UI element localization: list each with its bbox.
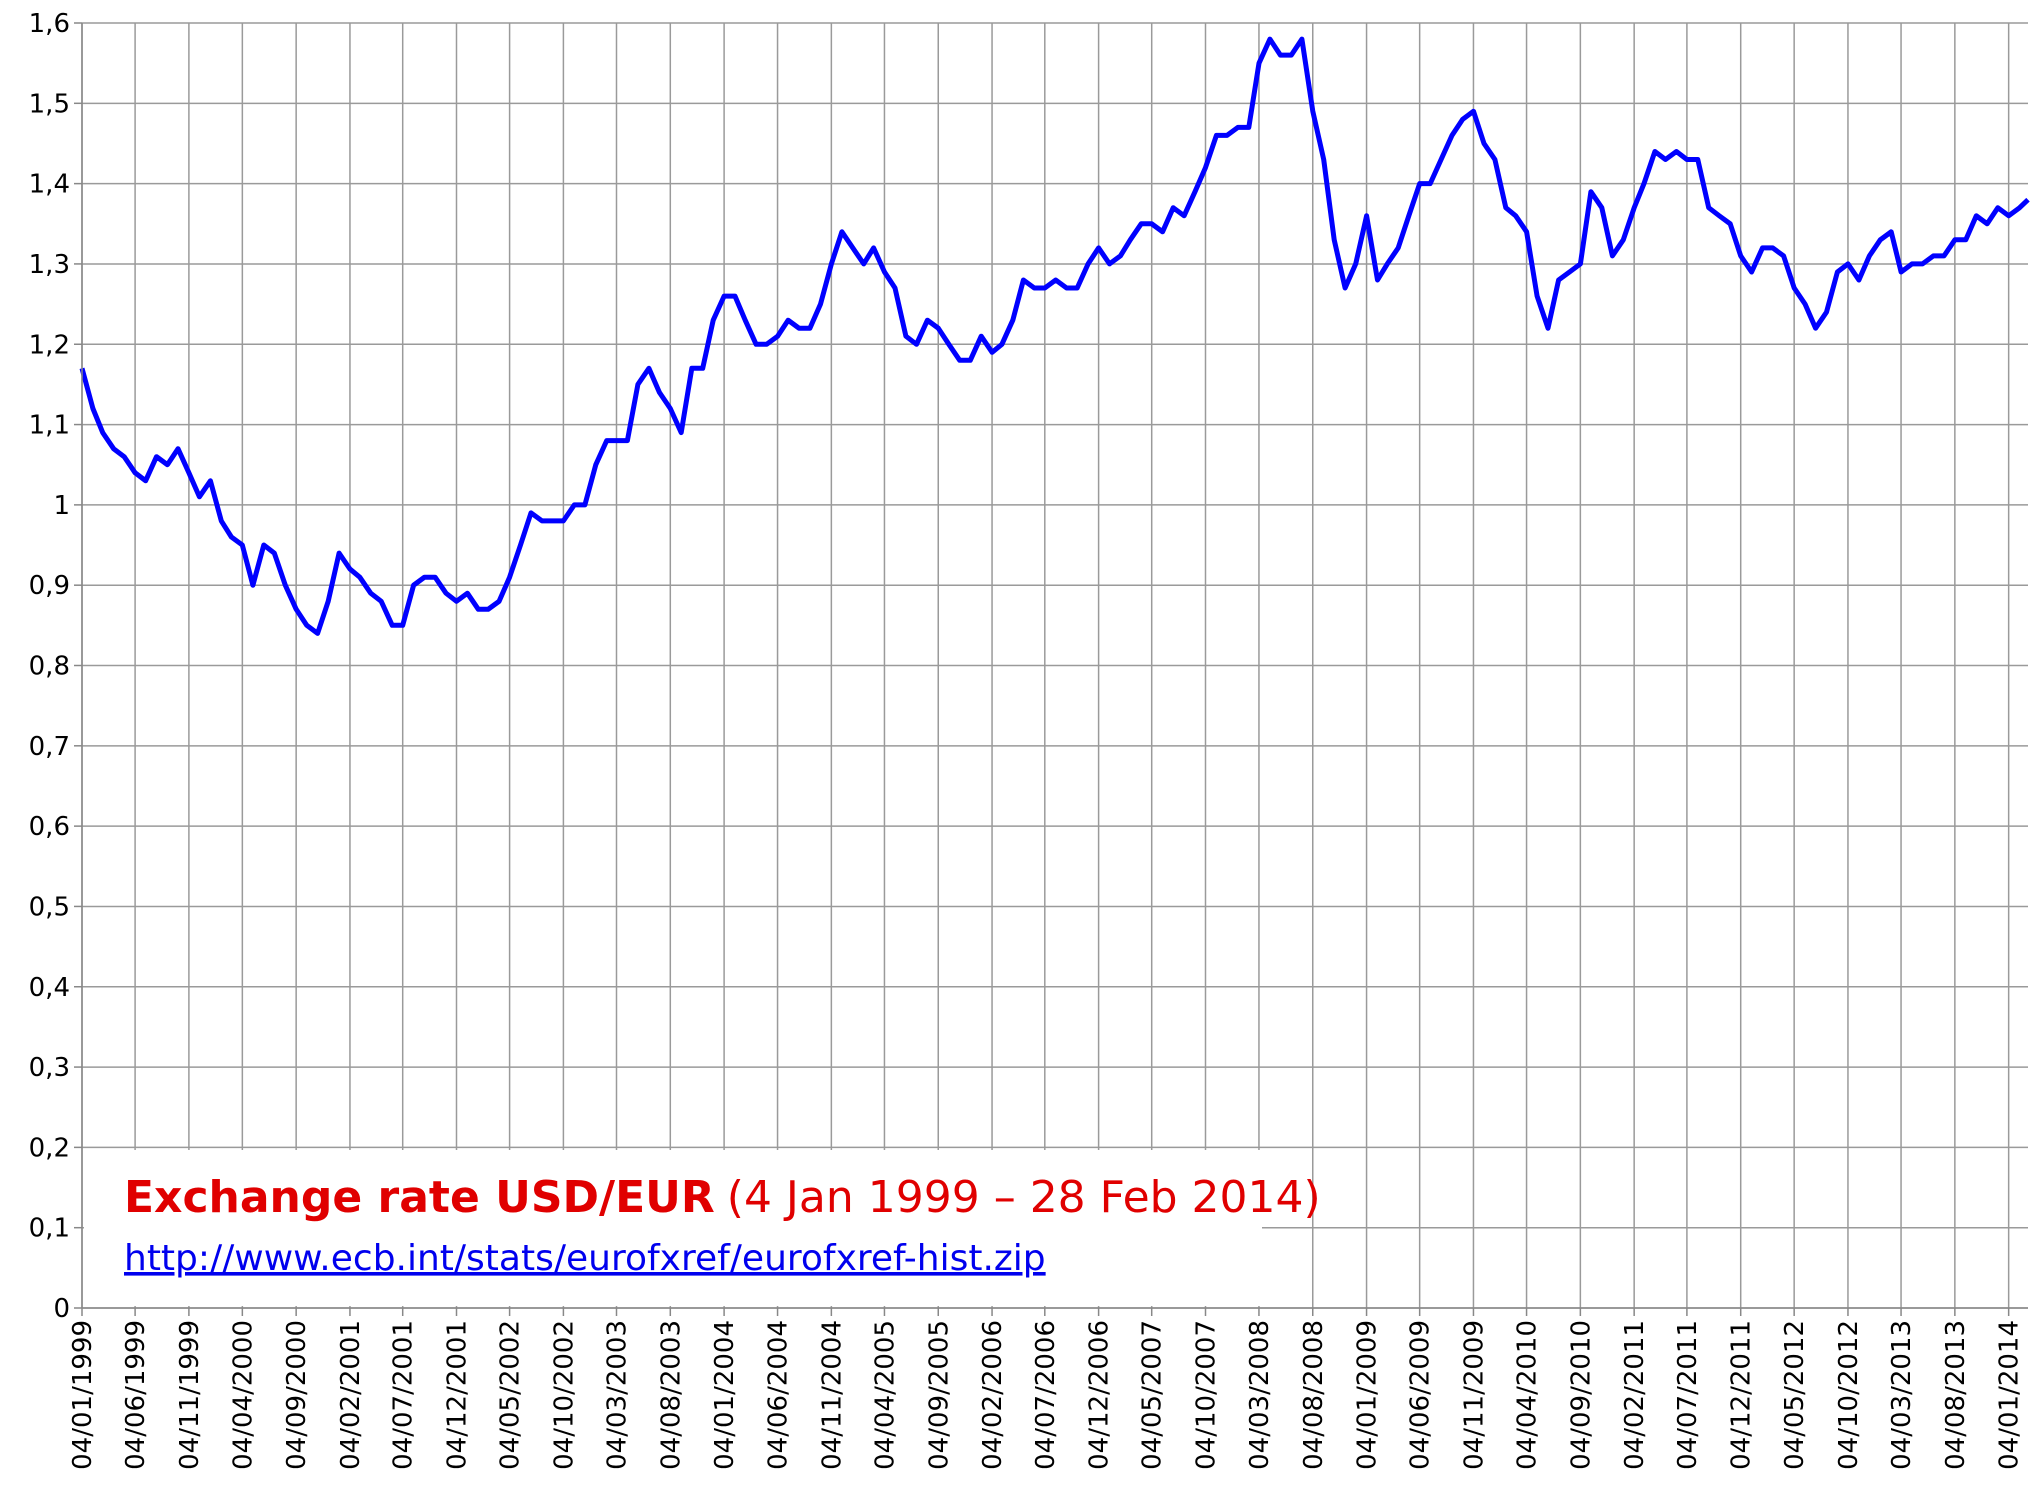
x-tick-label: 04/01/2004 (710, 1320, 740, 1470)
x-tick-label: 04/02/2006 (978, 1320, 1008, 1470)
x-tick-label: 04/04/2010 (1513, 1320, 1543, 1470)
x-tick-label: 04/07/2001 (389, 1320, 419, 1470)
x-tick-label: 04/08/2003 (656, 1320, 686, 1470)
x-tick-label: 04/03/2008 (1245, 1320, 1275, 1470)
x-tick-label: 04/06/1999 (121, 1320, 151, 1470)
x-tick-label: 04/07/2006 (1031, 1320, 1061, 1470)
x-tick-label: 04/10/2012 (1834, 1320, 1864, 1470)
y-tick-label: 0,9 (29, 571, 70, 601)
x-tick-label: 04/11/2009 (1459, 1320, 1489, 1470)
x-tick-label: 04/05/2007 (1138, 1320, 1168, 1470)
axes: 0 0,1 0,2 0,3 0,4 0,5 0,6 0,7 0,8 0,9 1 1,1 1,2 1,3 1,… (29, 9, 2028, 1470)
x-tick-label: 04/12/2006 (1085, 1320, 1115, 1470)
y-tick-label: 0,7 (29, 732, 70, 762)
x-tick-label: 04/02/2011 (1620, 1320, 1650, 1470)
y-tick-label: 1,2 (29, 330, 70, 360)
x-tick-label: 04/03/2013 (1887, 1320, 1917, 1470)
grid (81, 22, 2028, 1309)
y-tick-label: 0,2 (29, 1133, 70, 1163)
y-tick-label: 0,3 (29, 1053, 70, 1083)
x-tick-label: 04/10/2007 (1192, 1320, 1222, 1470)
x-tick-label: 04/03/2003 (602, 1320, 632, 1470)
x-tick-label: 04/11/2004 (817, 1320, 847, 1470)
x-tick-label: 04/01/2009 (1353, 1320, 1383, 1470)
subtitle: (4 Jan 1999 – 28 Feb 2014) (727, 1172, 1321, 1223)
x-tick-label: 04/12/2001 (443, 1320, 473, 1470)
x-tick-label: 04/08/2013 (1941, 1320, 1971, 1470)
x-tick-label: 04/09/2010 (1566, 1320, 1596, 1470)
title-box (84, 1150, 1262, 1306)
x-tick-label: 04/01/2014 (1995, 1320, 2025, 1470)
x-tick-label: 04/01/1999 (68, 1320, 98, 1470)
y-tick-label: 0,1 (29, 1214, 70, 1244)
x-tick-label: 04/06/2004 (764, 1320, 794, 1470)
plot (79, 36, 2030, 636)
source-link[interactable]: http://www.ecb.int/stats/eurofxref/eurof… (124, 1238, 1046, 1279)
chart-title: Exchange rate USD/EUR (4 Jan 1999 – 28 Fe… (124, 1172, 1321, 1223)
y-tick-label: 0,4 (29, 973, 70, 1003)
y-tick-label: 0,8 (29, 652, 70, 682)
x-tick-label: 04/09/2005 (924, 1320, 954, 1470)
x-tick-label: 04/05/2012 (1780, 1320, 1810, 1470)
y-tick-label: 1 (53, 491, 70, 521)
x-tick-label: 04/09/2000 (282, 1320, 312, 1470)
title-main: Exchange rate USD/EUR (124, 1172, 715, 1223)
y-tick-label: 0,6 (29, 812, 70, 842)
x-tick-label: 04/04/2000 (228, 1320, 258, 1470)
x-tick-label: 04/05/2002 (496, 1320, 526, 1470)
y-tick-label: 1,5 (29, 89, 70, 119)
x-tick-label: 04/10/2002 (549, 1320, 579, 1470)
x-tick-label: 04/07/2011 (1673, 1320, 1703, 1470)
x-tick-label: 04/04/2005 (870, 1320, 900, 1470)
data-line (79, 36, 2030, 636)
y-tick-label: 0,5 (29, 892, 70, 922)
y-tick-label: 1,6 (29, 9, 70, 39)
x-tick-label: 04/02/2001 (336, 1320, 366, 1470)
x-tick-label: 04/12/2011 (1727, 1320, 1757, 1470)
x-tick-label: 04/06/2009 (1406, 1320, 1436, 1470)
y-tick-label: 1,3 (29, 250, 70, 280)
y-tick-label: 0 (53, 1294, 70, 1324)
x-tick-label: 04/08/2008 (1299, 1320, 1329, 1470)
y-tick-label: 1,1 (29, 411, 70, 441)
x-tick-label: 04/11/1999 (175, 1320, 205, 1470)
y-tick-label: 1,4 (29, 170, 70, 200)
